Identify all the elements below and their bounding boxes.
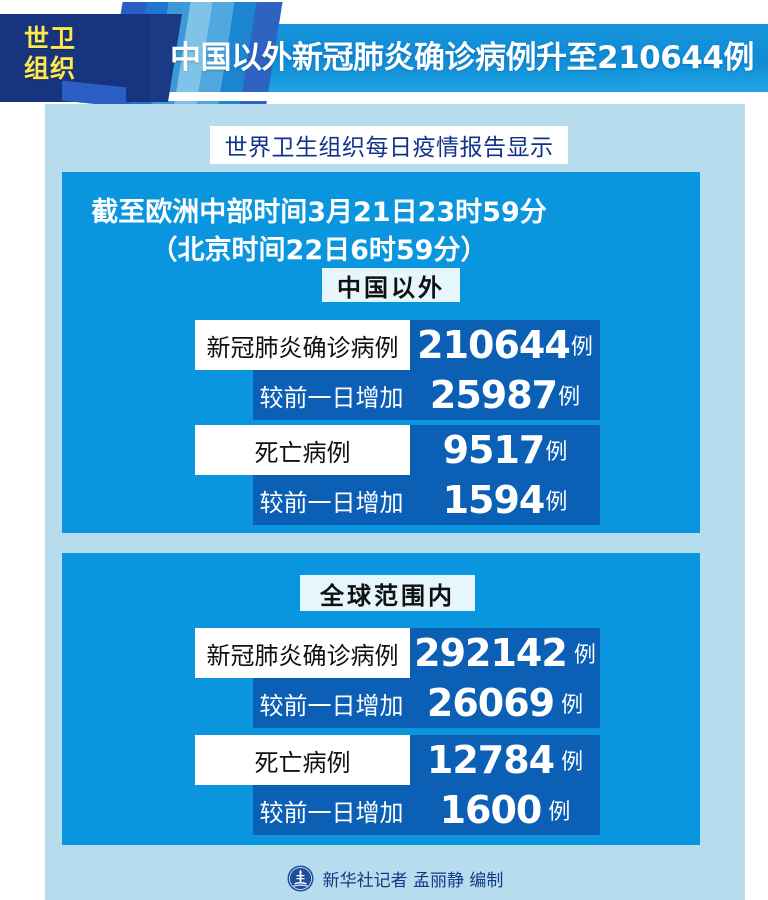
row-value: 26069 例 <box>410 678 600 728</box>
row-value-unit: 例 <box>561 750 584 775</box>
row-value: 210644 例 <box>410 320 600 370</box>
section-heading-text: 全球范围内 <box>320 581 455 610</box>
xinhua-logo-icon <box>287 865 314 891</box>
row-value-number: 1600 <box>439 788 543 832</box>
row-value-unit: 例 <box>570 335 593 360</box>
row-label: 死亡病例 <box>195 425 410 475</box>
row-value: 12784 例 <box>410 735 600 785</box>
row-value: 1600 例 <box>410 785 600 835</box>
footer-credit: 新华社记者 孟丽静 编制 <box>322 870 504 891</box>
row-value-unit: 例 <box>548 800 571 825</box>
subtitle-box: 世界卫生组织每日疫情报告显示 <box>210 126 568 164</box>
row-value-unit: 例 <box>545 490 568 515</box>
row-value-number: 12784 <box>426 738 555 782</box>
row-label: 死亡病例 <box>195 735 410 785</box>
row-value: 9517 例 <box>410 425 600 475</box>
row-value-number: 26069 <box>426 681 555 725</box>
row-value-number: 1594 <box>442 478 546 522</box>
row-value-unit: 例 <box>573 643 596 668</box>
row-value-unit: 例 <box>558 385 581 410</box>
who-badge-label: 世卫 组织 <box>24 24 77 83</box>
row-label: 新冠肺炎确诊病例 <box>195 320 410 370</box>
row-label: 较前一日增加 <box>253 785 410 835</box>
report-time-line-2: （北京时间22日6时59分） <box>150 235 488 266</box>
row-label: 较前一日增加 <box>253 370 410 420</box>
row-value-number: 292142 <box>414 631 568 675</box>
row-value: 1594 例 <box>410 475 600 525</box>
section-heading-text: 中国以外 <box>337 273 445 302</box>
row-value-unit: 例 <box>545 440 568 465</box>
row-value: 25987 例 <box>410 370 600 420</box>
row-value: 292142 例 <box>410 628 600 678</box>
row-label: 新冠肺炎确诊病例 <box>195 628 410 678</box>
page-header: 世卫 组织 中国以外新冠肺炎确诊病例升至210644例 <box>0 0 768 110</box>
header-bar-tail <box>640 24 768 92</box>
page-footer: 新华社记者 孟丽静 编制 <box>45 858 745 898</box>
row-value-number: 25987 <box>429 373 558 417</box>
report-time-line-1: 截至欧洲中部时间3月21日23时59分 <box>91 197 547 228</box>
row-value-unit: 例 <box>561 693 584 718</box>
row-label: 较前一日增加 <box>253 475 410 525</box>
row-value-number: 9517 <box>442 428 546 472</box>
row-value-number: 210644 <box>417 323 571 367</box>
row-label: 较前一日增加 <box>253 678 410 728</box>
section-heading-global: 全球范围内 <box>300 575 475 611</box>
section-heading-outside-china: 中国以外 <box>322 268 460 302</box>
subtitle-text: 世界卫生组织每日疫情报告显示 <box>224 135 554 161</box>
page-title: 中国以外新冠肺炎确诊病例升至210644例 <box>170 40 754 76</box>
